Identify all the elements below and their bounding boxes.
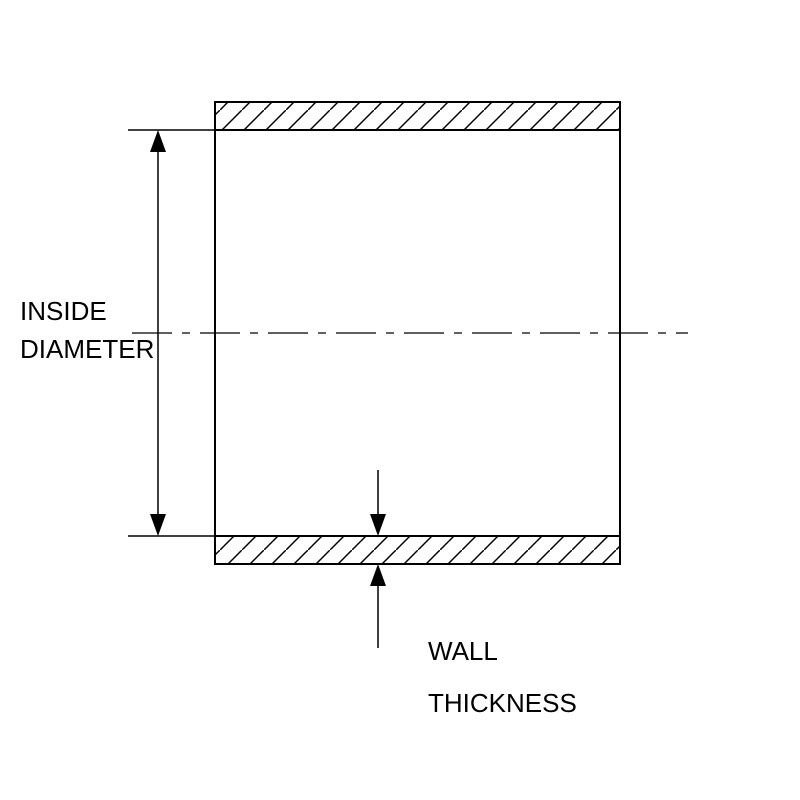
bottom-wall-hatch: [215, 536, 620, 564]
top-wall-hatch: [215, 102, 620, 130]
arrowhead: [370, 564, 386, 586]
tube-cross-section-diagram: INSIDE DIAMETER WALL THICKNESS: [0, 0, 800, 800]
inside-diameter-label-2: DIAMETER: [20, 334, 154, 364]
arrowhead: [150, 514, 166, 536]
wall-thickness-label-2: THICKNESS: [428, 688, 577, 718]
inside-diameter-label-1: INSIDE: [20, 296, 107, 326]
arrowhead: [150, 130, 166, 152]
arrowhead: [370, 514, 386, 536]
wall-thickness-label-1: WALL: [428, 636, 498, 666]
